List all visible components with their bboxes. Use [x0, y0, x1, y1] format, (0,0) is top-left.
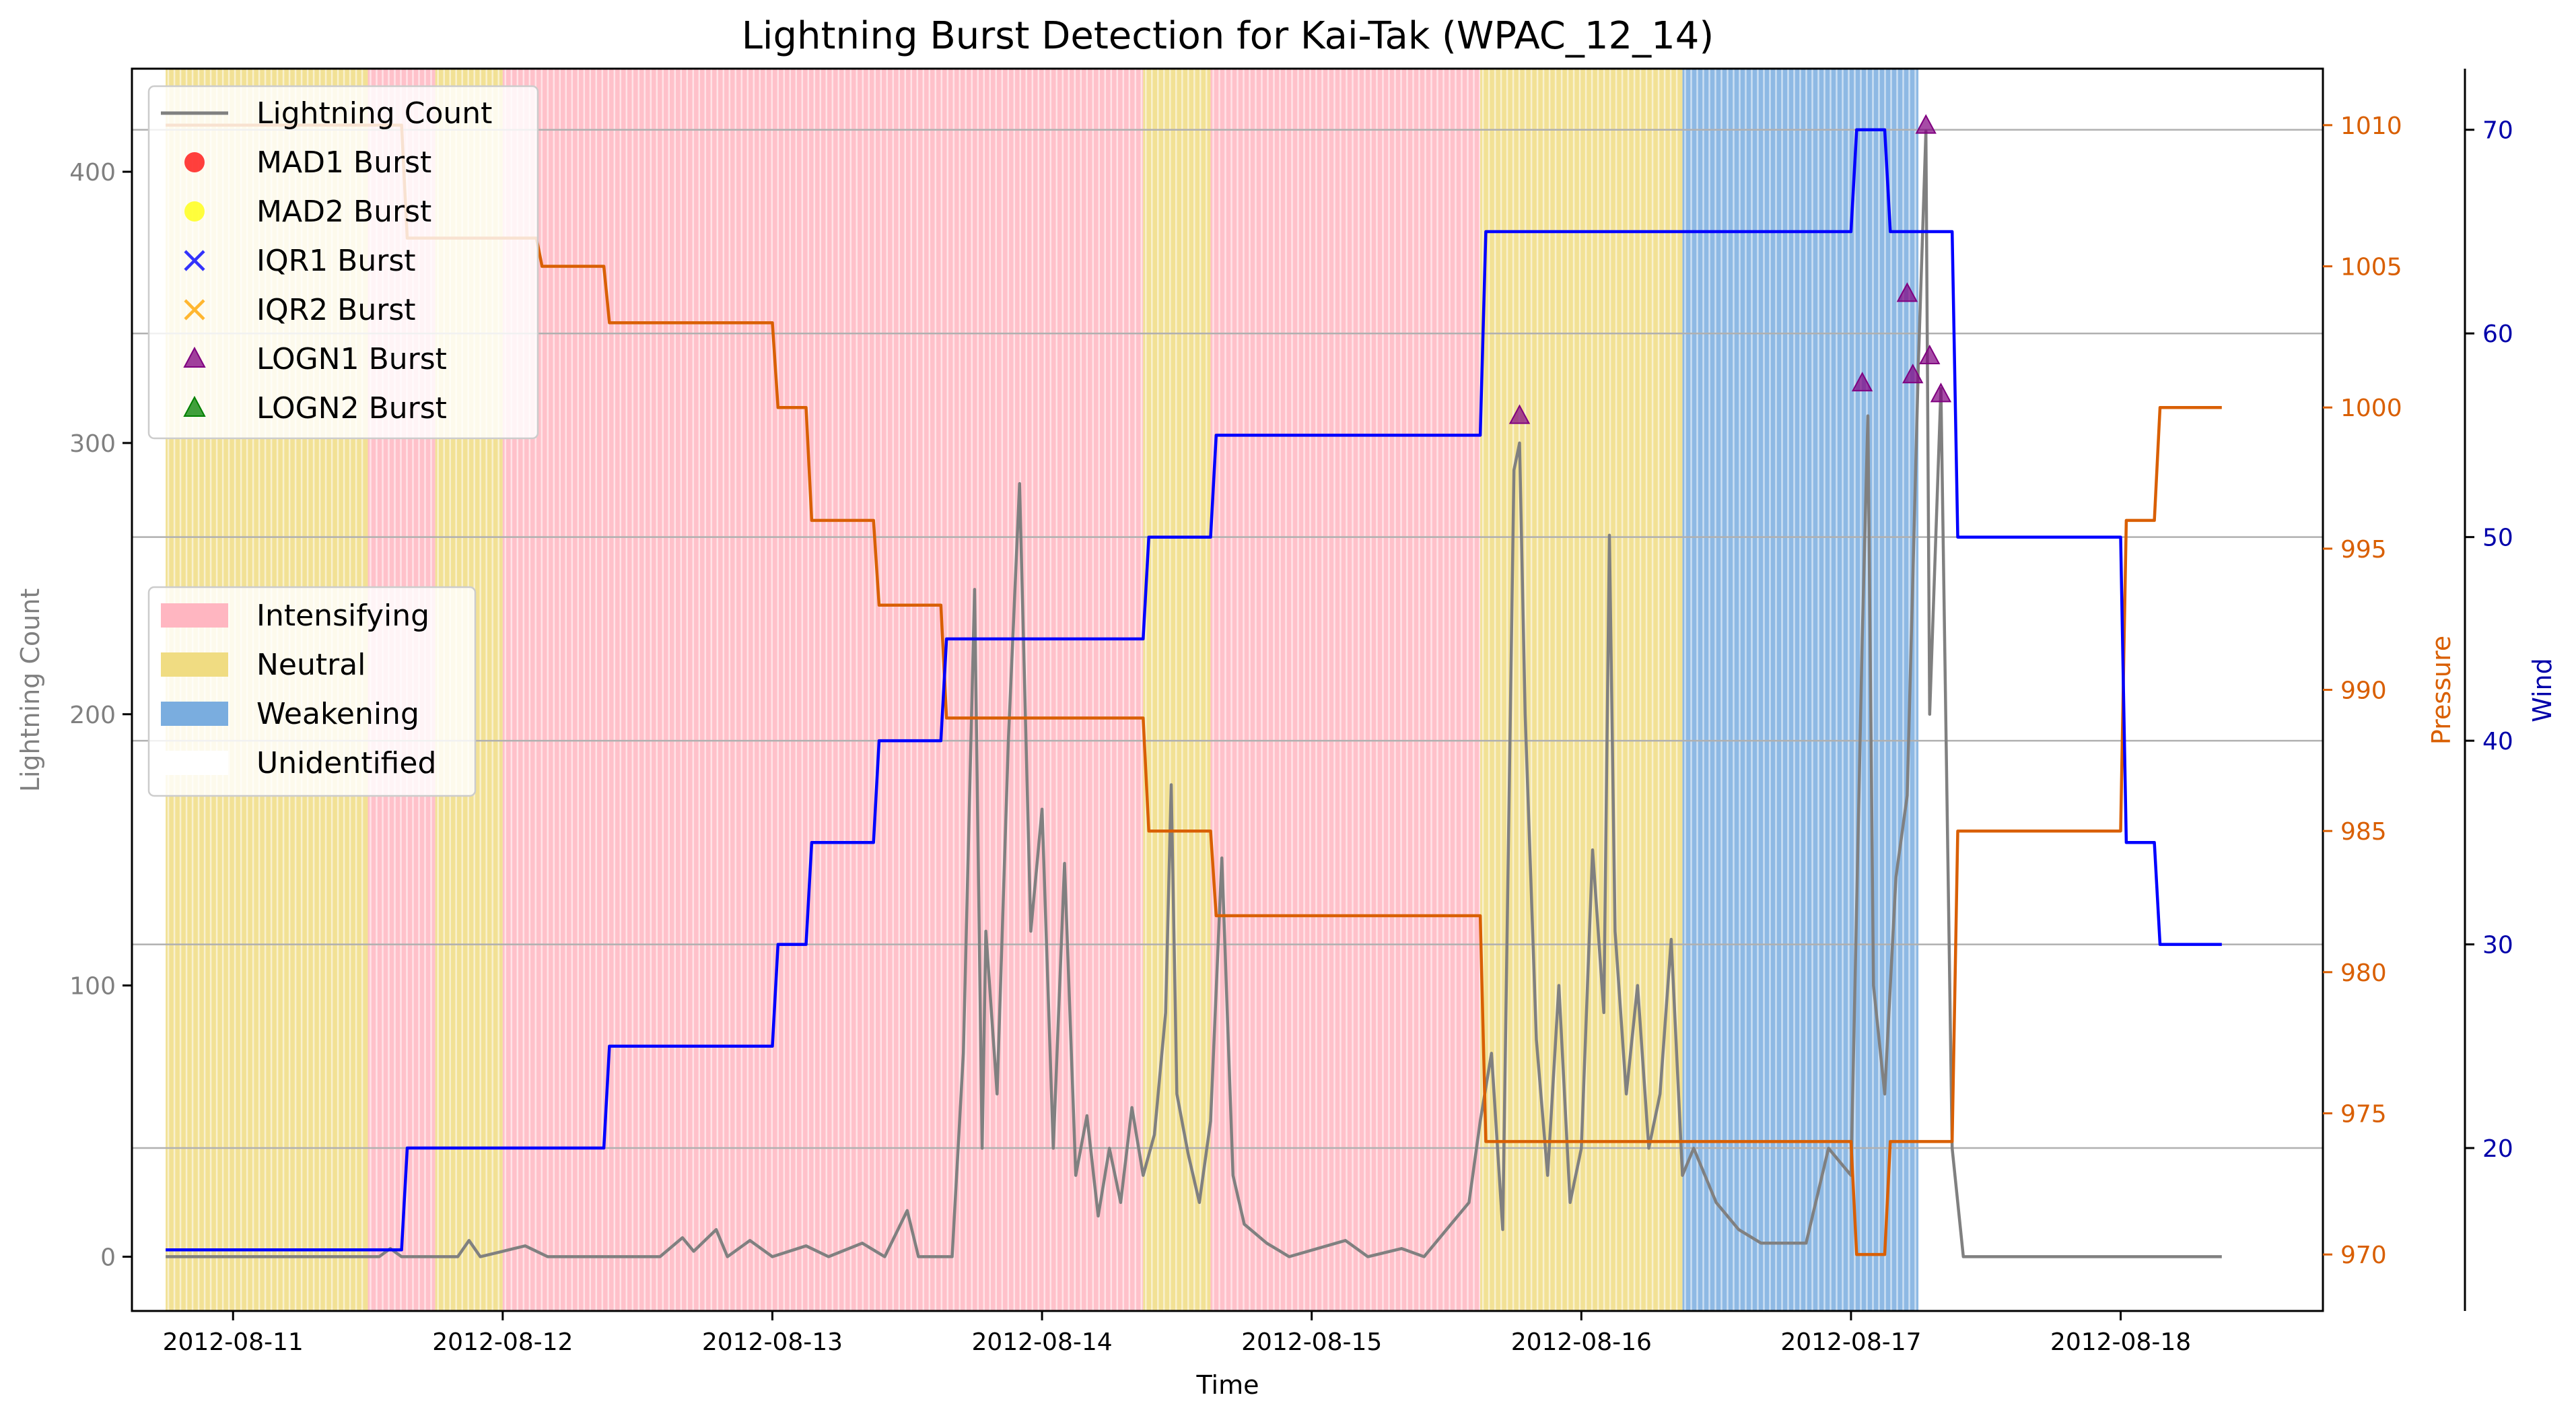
wind-tick-label: 70 [2482, 117, 2513, 145]
legend-phase-swatch [161, 751, 228, 775]
phase-band-intensifying [1210, 69, 1481, 1311]
x-tick-label: 2012-08-18 [2050, 1328, 2191, 1356]
legend-label: LOGN1 Burst [256, 342, 447, 376]
wind-tick-label: 20 [2482, 1135, 2513, 1163]
left-y-tick-label: 200 [69, 702, 116, 729]
left-y-tick-label: 100 [69, 973, 116, 1001]
legend-label: MAD2 Burst [256, 195, 431, 229]
series-legend-box [147, 85, 539, 440]
logn1-burst-marker [1930, 382, 1952, 403]
chart-title: Lightning Burst Detection for Kai-Tak (W… [742, 14, 1714, 58]
legend-x-swatch [184, 250, 205, 271]
pressure-tick-label: 990 [2340, 677, 2387, 705]
wind-tick-label: 30 [2482, 932, 2513, 959]
logn1-burst-marker [1896, 282, 1918, 302]
pressure-tick-label: 970 [2340, 1242, 2387, 1269]
pressure-tick-label: 1005 [2340, 254, 2402, 281]
legend-label: IQR2 Burst [256, 293, 416, 327]
left-y-tick-label: 300 [69, 430, 116, 458]
x-tick-label: 2012-08-17 [1780, 1328, 1921, 1356]
x-axis-label: Time [1196, 1370, 1259, 1400]
legend-label: IQR1 Burst [256, 244, 416, 278]
logn1-burst-marker [1915, 114, 1937, 134]
pressure-tick-label: 1000 [2340, 395, 2402, 422]
pressure-tick-label: 980 [2340, 959, 2387, 987]
legend-circle-swatch [184, 201, 205, 222]
left-y-tick-label: 0 [100, 1244, 116, 1271]
y-axis-label-pressure: Pressure [2427, 636, 2456, 745]
wind-tick-label: 60 [2482, 321, 2513, 348]
phase-band-stripes [1145, 69, 1208, 1311]
legend-label: LOGN2 Burst [256, 391, 447, 426]
logn1-burst-marker [1508, 404, 1531, 424]
phase-band-stripes [1212, 69, 1481, 1311]
phase-legend: Intensifying Neutral Weakening Unidentified [147, 586, 477, 797]
legend-phase-swatch [161, 702, 228, 726]
logn1-burst-marker [1902, 364, 1924, 384]
series-layer [166, 123, 2222, 1258]
phase-legend-box [147, 586, 477, 797]
pressure-tick-label: 1010 [2340, 112, 2402, 140]
logn1-burst-marker [1919, 344, 1941, 365]
legend-circle-swatch [184, 152, 205, 172]
legend-label: MAD1 Burst [256, 145, 431, 180]
x-tick-label: 2012-08-13 [702, 1328, 843, 1356]
y-axis-label-left: Lightning Count [15, 588, 45, 793]
legend-label: Weakening [256, 697, 419, 731]
wind-tick-label: 40 [2482, 728, 2513, 755]
x-tick-label: 2012-08-16 [1511, 1328, 1652, 1356]
legend-label: Intensifying [256, 599, 429, 633]
x-tick-label: 2012-08-11 [163, 1328, 304, 1356]
left-y-tick-label: 400 [69, 159, 116, 187]
legend-label: Lightning Count [256, 96, 492, 131]
legend-phase-swatch [161, 652, 228, 677]
pressure-tick-label: 985 [2340, 818, 2387, 846]
legend-label: Unidentified [256, 746, 436, 780]
phase-band-stripes [504, 69, 1143, 1311]
logn1-burst-marker [1851, 372, 1873, 392]
pressure-line [166, 123, 2222, 1256]
y-axis-label-wind: Wind [2528, 658, 2557, 722]
wind-line [166, 128, 2222, 1252]
x-tick-label: 2012-08-15 [1241, 1328, 1382, 1356]
x-tick-label: 2012-08-14 [971, 1328, 1112, 1356]
pressure-tick-label: 995 [2340, 536, 2387, 564]
axes: 2012-08-11 2012-08-12 2012-08-13 2012-08-14… [69, 69, 2513, 1356]
legend-label: Neutral [256, 648, 365, 682]
pressure-tick-label: 975 [2340, 1100, 2387, 1128]
phase-band-intensifying [502, 69, 1144, 1311]
burst-markers [1508, 114, 1952, 424]
legend-phase-swatch [161, 603, 228, 628]
legend-triangle-swatch [183, 346, 206, 368]
phase-band-stripes [1684, 69, 1916, 1311]
x-tick-label: 2012-08-12 [432, 1328, 573, 1356]
legend-x-swatch [184, 299, 205, 321]
lightning-count-line [166, 129, 2222, 1258]
wind-tick-label: 50 [2482, 525, 2513, 552]
legend-triangle-swatch [183, 395, 206, 417]
series-legend: Lightning Count MAD1 Burst MAD2 Burst IQR1 … [147, 85, 539, 440]
